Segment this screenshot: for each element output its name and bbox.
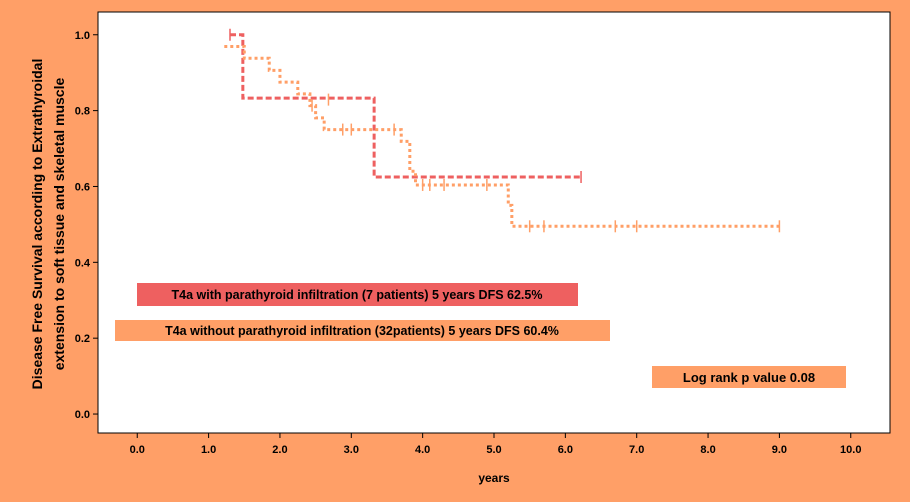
legend-with-box (137, 283, 578, 306)
y-axis-title-line-2: extension to soft tissue and skeletal mu… (51, 78, 67, 371)
x-tick-label: 10.0 (840, 444, 861, 456)
log-rank-annotation: Log rank p value 0.08 (652, 366, 846, 388)
y-tick-label: 1.0 (75, 30, 90, 42)
y-axis-title-line-1: Disease Free Survival according to Extra… (29, 59, 45, 390)
legend-without-box (115, 320, 610, 341)
x-tick-label: 9.0 (772, 444, 787, 456)
x-tick-label: 7.0 (629, 444, 644, 456)
legend-without: T4a without parathyroid infiltration (32… (115, 320, 610, 341)
x-axis-ticks: 0.0 1.0 2.0 3.0 4.0 5.0 6.0 7.0 8.0 9.0 10.0 (130, 433, 861, 456)
x-tick-label: 1.0 (201, 444, 216, 456)
x-tick-label: 2.0 (272, 444, 287, 456)
legend-with-label: T4a with parathyroid infiltration (7 pat… (172, 288, 543, 302)
log-rank-text: Log rank p value 0.08 (683, 370, 815, 385)
legend-without-label: T4a without parathyroid infiltration (32… (165, 324, 559, 338)
censor-marks (229, 28, 781, 233)
y-tick-label: 0.4 (75, 257, 91, 269)
plot-area (97, 11, 891, 434)
log-rank-box (652, 366, 846, 388)
y-tick-label: 0.0 (75, 409, 90, 421)
y-tick-label: 0.6 (75, 181, 90, 193)
x-axis-title: years (478, 471, 510, 485)
x-tick-label: 5.0 (486, 444, 501, 456)
x-tick-label: 6.0 (558, 444, 573, 456)
legend-with: T4a with parathyroid infiltration (7 pat… (137, 283, 578, 306)
x-tick-label: 4.0 (415, 444, 430, 456)
x-tick-label: 8.0 (700, 444, 715, 456)
y-tick-label: 0.8 (75, 106, 90, 118)
x-tick-label: 0.0 (130, 444, 145, 456)
survival-curves (224, 33, 780, 228)
y-axis-ticks: 0.0 0.2 0.4 0.6 0.8 1.0 (75, 30, 98, 421)
y-tick-label: 0.2 (75, 333, 90, 345)
x-tick-label: 3.0 (344, 444, 359, 456)
survival-curve-series-1 (230, 33, 582, 179)
